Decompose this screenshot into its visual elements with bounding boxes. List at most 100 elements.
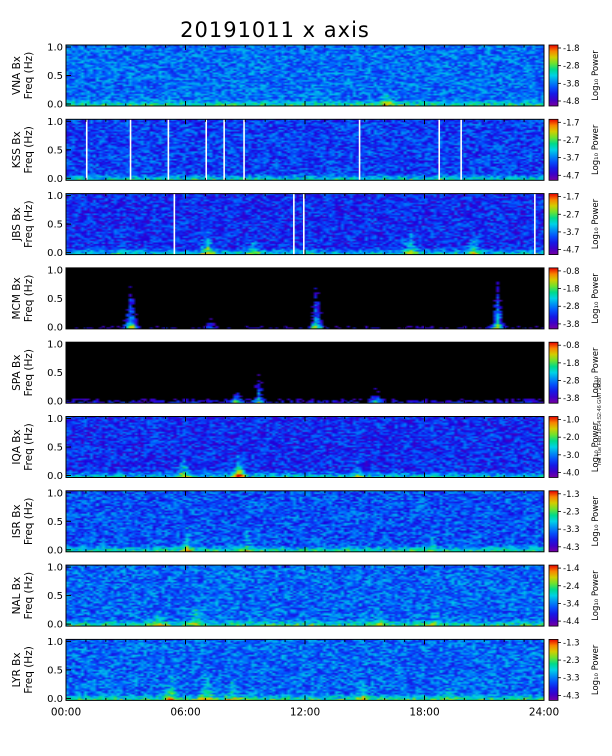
data-gap-jbs-0 [173,193,176,255]
data-gap-kss-5 [243,119,245,181]
y-tick-label: 0.5 [47,145,63,156]
data-gap-jbs-1 [293,193,295,255]
y-tick-label: 1.0 [47,117,63,128]
data-gap-jbs-3 [534,193,536,255]
y-tick-label: 0.5 [47,591,63,602]
spectrogram-jbs [66,193,544,255]
colorbar-isr [548,490,559,553]
y-tick-label: 0.5 [47,665,63,676]
freq-axis-label: Freq (Hz) [23,423,35,470]
colorbar-label: Log₁₀ Power [591,50,601,101]
colorbar-tick-label: -4.0 [563,469,580,479]
station-label-spa: SPA Bx [11,355,23,391]
colorbar-tick-label: -2.3 [563,656,580,666]
y-tick-label: 0.0 [47,100,63,111]
panel-isr: 0.0 0.5 1.0 ISR Bx Freq (Hz) -1.3 -2.3 -3.3 -4.3… [11,488,601,556]
spectrogram-spa [66,342,544,404]
y-tick-label: 0.0 [47,322,63,333]
colorbar-tick-label: -1.3 [563,638,580,648]
freq-axis-label: Freq (Hz) [23,126,35,173]
colorbar-tick-label: -1.7 [563,193,580,203]
colorbar-mcm [548,267,559,330]
freq-axis-label: Freq (Hz) [23,275,35,322]
freq-axis-label: Freq (Hz) [23,572,35,619]
colorbar-label: Log₁₀ Power [591,347,601,398]
spectrogram-kss [66,119,544,181]
colorbar-tick-label: -1.8 [563,44,580,54]
colorbar-tick-label: -2.3 [563,507,580,517]
y-tick-label: 0.5 [47,517,63,528]
colorbar-tick-label: -2.0 [563,433,580,443]
colorbar-kss [548,118,559,181]
colorbar-jbs [548,193,559,256]
colorbar-tick-label: -3.8 [563,320,580,330]
y-tick-label: 0.5 [47,294,63,305]
colorbar-tick-label: -2.8 [563,377,580,387]
colorbar-tick-label: -3.3 [563,525,580,535]
colorbar-lyr [548,639,559,701]
y-tick-label: 0.0 [47,397,63,408]
station-label-iqa: IQA Bx [11,429,23,464]
colorbar-tick-label: -3.4 [563,599,580,609]
colorbar-tick-label: -2.7 [563,136,580,146]
colorbar-tick-label: -4.3 [563,543,580,553]
panel-mcm: 0.0 0.5 1.0 MCM Bx Freq (Hz) -0.8 -1.8 -2.8 -3.8… [11,265,601,333]
spectrogram-nal [66,565,544,627]
spectrogram-lyr [66,639,544,701]
data-gap-kss-1 [129,119,132,181]
colorbar-label: Log₁₀ Power [591,124,601,175]
data-gap-kss-6 [358,119,361,181]
spectrogram-vna [66,45,544,106]
colorbar-tick-label: -1.8 [563,359,580,369]
freq-axis-label: Freq (Hz) [23,349,35,396]
station-label-nal: NAL Bx [11,577,23,615]
colorbar-tick-label: -1.3 [563,490,580,500]
panel-lyr: 0.0 0.5 1.0 LYR Bx Freq (Hz) -1.3 -2.3 -3.3 -4.3… [11,637,601,705]
x-tick-label: 24:00 [529,706,559,718]
y-tick-label: 0.0 [47,620,63,631]
data-gap-kss-7 [438,119,441,181]
freq-axis-label: Freq (Hz) [23,200,35,247]
colorbar-label: Log₁₀ Power [591,273,601,324]
y-tick-label: 0.0 [47,471,63,482]
colorbar-tick-label: -3.8 [563,79,580,89]
colorbar-tick-label: -0.8 [563,341,580,351]
colorbar-tick-label: -3.8 [563,394,580,404]
spectrogram-iqa [66,416,544,478]
x-tick-label: 06:00 [170,706,200,718]
colorbar-tick-label: -2.7 [563,210,580,220]
colorbar-tick-label: -4.7 [563,246,580,256]
colorbar-vna [548,44,559,107]
colorbar-tick-label: -2.8 [563,62,580,72]
panel-kss: 0.0 0.5 1.0 KSS Bx Freq (Hz) -1.7 -2.7 -3.7 -4.7… [11,117,601,185]
station-label-mcm: MCM Bx [11,277,23,319]
station-label-lyr: LYR Bx [11,652,23,687]
colorbar-tick-label: -3.0 [563,451,580,461]
colorbar-tick-label: -3.7 [563,228,580,238]
freq-axis-label: Freq (Hz) [23,498,35,545]
y-tick-label: 0.0 [47,174,63,185]
colorbar-tick-label: -4.8 [563,97,580,107]
y-tick-label: 1.0 [47,265,63,276]
station-label-vna: VNA Bx [11,56,23,95]
colorbar-tick-label: -0.8 [563,267,580,277]
station-label-kss: KSS Bx [11,131,23,168]
panel-iqa: 0.0 0.5 1.0 IQA Bx Freq (Hz) -1.0 -2.0 -3.0 -4.0… [11,414,601,482]
data-gap-kss-2 [167,119,170,181]
y-tick-label: 1.0 [47,414,63,425]
colorbar-label: Log₁₀ Power [591,496,601,547]
y-tick-label: 1.0 [47,43,63,54]
colorbar-tick-label: -1.8 [563,285,580,295]
panel-vna: 0.0 0.5 1.0 VNA Bx Freq (Hz) -1.8 -2.8 -3.8 -4.8… [11,43,601,111]
colorbar-tick-label: -3.7 [563,154,580,164]
generation-stamp: mit Tue Feb 16 14:52:46 GMT 2038 [597,377,603,465]
y-tick-label: 0.5 [47,443,63,454]
station-label-jbs: JBS Bx [11,207,23,242]
y-tick-label: 1.0 [47,563,63,574]
data-gap-kss-0 [85,119,88,181]
panel-nal: 0.0 0.5 1.0 NAL Bx Freq (Hz) -1.4 -2.4 -3.4 -4.4… [11,563,601,631]
colorbar-tick-label: -1.0 [563,416,580,426]
colorbar-label: Log₁₀ Power [591,570,601,621]
colorbar-tick-label: -4.4 [563,617,580,627]
